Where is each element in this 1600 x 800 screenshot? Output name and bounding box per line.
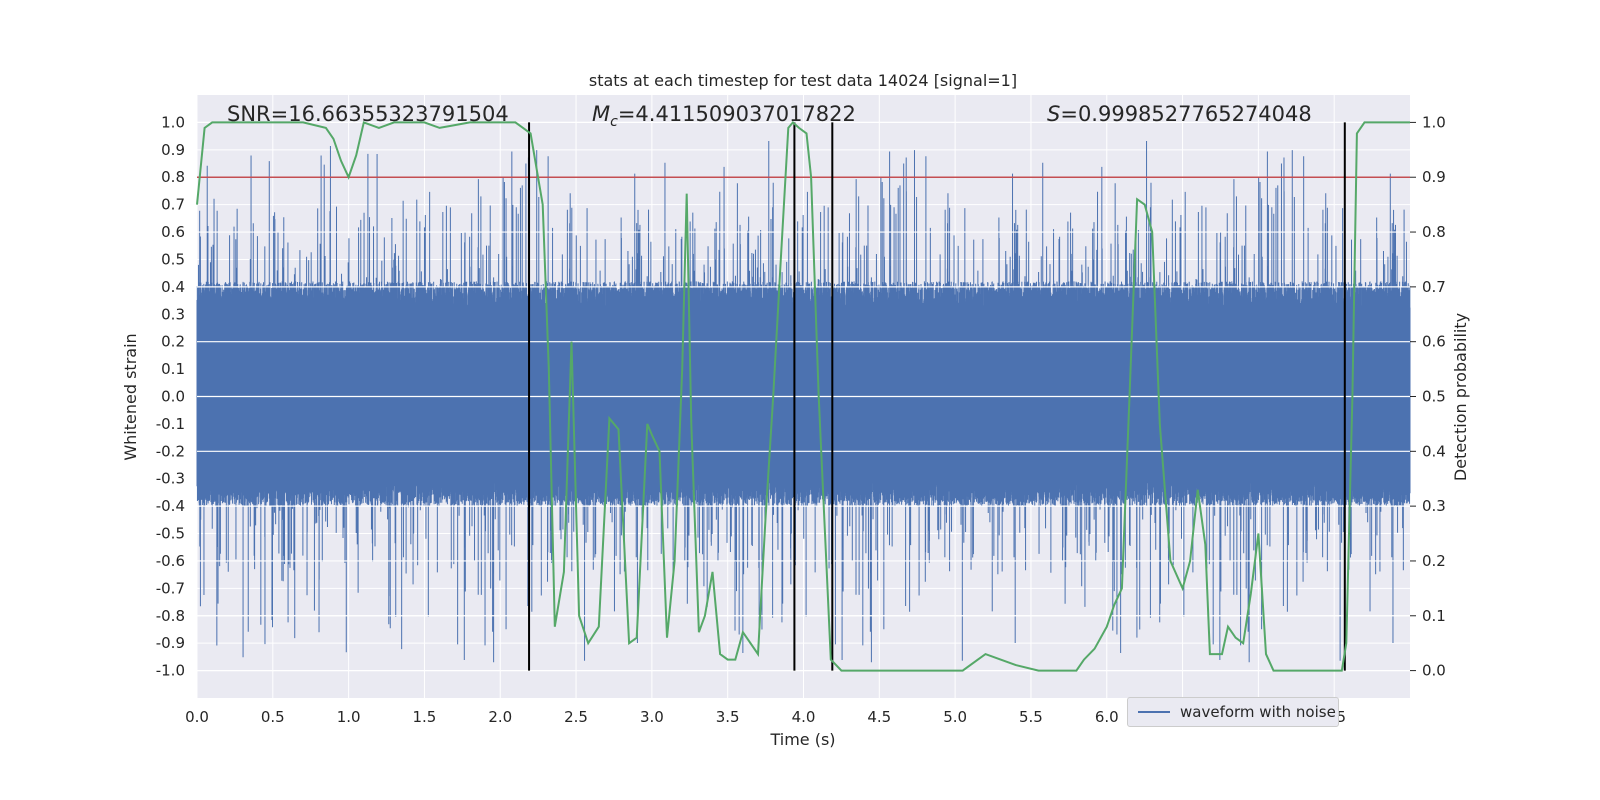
x-tick-label: 2.0 [488,708,512,726]
y-tick-label: 0.6 [161,223,185,241]
y2-axis-label: Detection probability [1451,313,1470,481]
y2-tick-label: 1.0 [1422,113,1446,131]
y-tick-label: -0.6 [156,552,185,570]
x-axis-label: Time (s) [769,730,835,749]
chirp-mass-subscript: c [610,114,618,130]
y2-tick-label: 0.9 [1422,168,1446,186]
chirp-mass-annotation: Mc=4.411509037017822 [592,102,856,130]
waveform-path [196,141,1411,663]
x-tick-label: 5.0 [943,708,967,726]
y-tick-label: -0.4 [156,497,185,515]
x-tick-label: 1.5 [413,708,437,726]
x-tick-label: 2.5 [564,708,588,726]
y-tick-label: 0.5 [161,250,185,268]
x-tick-label: 4.0 [792,708,816,726]
y2-tick-label: 0.3 [1422,497,1446,515]
vertical-markers [528,122,1346,671]
legend: waveform with noise [1127,697,1339,727]
chirp-mass-value: =4.411509037017822 [618,102,856,126]
y-tick-label: -0.1 [156,415,185,433]
x-tick-label: 4.5 [867,708,891,726]
x-tick-label: 3.5 [716,708,740,726]
y-tick-label: 1.0 [161,113,185,131]
y-tick-label: 0.4 [161,278,185,296]
chirp-mass-symbol: M [592,102,610,126]
waveform-series [196,141,1411,663]
y2-tick-label: 0.0 [1422,662,1446,680]
y-tick-label: 0.8 [161,168,185,186]
x-tick-label: 0.5 [261,708,285,726]
s-symbol: S [1047,102,1060,126]
y2-tick-label: 0.4 [1422,442,1446,460]
y-tick-labels: 1.0 0.9 0.8 0.7 0.6 0.5 0.4 0.3 0.2 0.1 0.0 -0.1 -0.… [156,113,185,679]
y-tick-label: 0.7 [161,196,185,214]
y2-tick-label: 0.1 [1422,607,1446,625]
x-tick-label: 1.0 [337,708,361,726]
y2-tick-labels: 1.0 0.9 0.8 0.7 0.6 0.5 0.4 0.3 0.2 0.1 0.0 [1410,113,1446,680]
x-tick-label: 0.0 [185,708,209,726]
s-value: =0.9998527765274048 [1060,102,1311,126]
x-tick-label: 3.0 [640,708,664,726]
y-axis-label: Whitened strain [121,333,140,460]
y-tick-label: -0.3 [156,470,185,488]
y2-tick-label: 0.6 [1422,333,1446,351]
y-tick-label: -0.8 [156,607,185,625]
x-tick-label: 6.0 [1095,708,1119,726]
legend-label: waveform with noise [1180,703,1336,721]
y-tick-label: -0.5 [156,525,185,543]
s-annotation: S=0.9998527765274048 [1047,102,1312,126]
y-tick-label: 0.9 [161,141,185,159]
y-tick-label: 0.0 [161,388,185,406]
chart-title: stats at each timestep for test data 140… [589,71,1017,90]
y-tick-label: -0.7 [156,579,185,597]
y2-tick-label: 0.8 [1422,223,1446,241]
y2-tick-label: 0.7 [1422,278,1446,296]
y-tick-label: 0.2 [161,333,185,351]
y-tick-label: -0.9 [156,634,185,652]
snr-annotation: SNR=16.66355323791504 [227,102,509,126]
y2-tick-label: 0.5 [1422,388,1446,406]
y-tick-label: 0.1 [161,360,185,378]
y-tick-label: 0.3 [161,305,185,323]
legend-swatch [1138,711,1170,713]
probability-line [196,120,1410,672]
y2-tick-label: 0.2 [1422,552,1446,570]
y-tick-label: -1.0 [156,662,185,680]
x-tick-label: 5.5 [1019,708,1043,726]
y-tick-label: -0.2 [156,442,185,460]
